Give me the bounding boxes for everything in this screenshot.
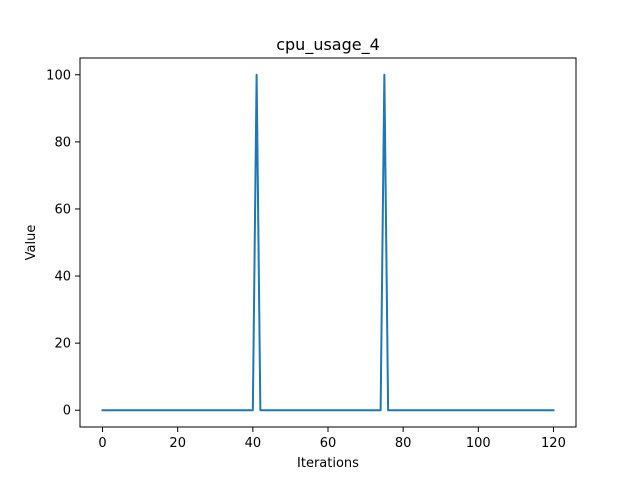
x-tick-label-3: 60 [320, 436, 337, 451]
chart-title: cpu_usage_4 [276, 35, 380, 55]
series-line-0 [101, 73, 555, 412]
y-tick-label-5: 100 [46, 68, 71, 83]
y-axis-label: Value [24, 225, 39, 261]
x-tick-label-2: 40 [245, 436, 262, 451]
y-tick-label-0: 0 [63, 404, 71, 419]
y-tick-label-1: 20 [54, 337, 71, 352]
y-tick-label-3: 60 [54, 202, 71, 217]
y-tick-label-2: 40 [54, 270, 71, 285]
x-tick-label-6: 120 [541, 436, 566, 451]
x-tick-label-4: 80 [395, 436, 412, 451]
x-tick-label-0: 0 [98, 436, 106, 451]
x-axis: 0 20 40 60 80 100 120 [98, 427, 566, 451]
y-tick-label-4: 80 [54, 135, 71, 150]
y-axis: 0 20 40 60 80 100 [46, 68, 80, 419]
x-axis-label: Iterations [297, 456, 359, 471]
series-layer [101, 73, 555, 412]
x-tick-label-1: 20 [169, 436, 186, 451]
x-tick-label-5: 100 [466, 436, 491, 451]
